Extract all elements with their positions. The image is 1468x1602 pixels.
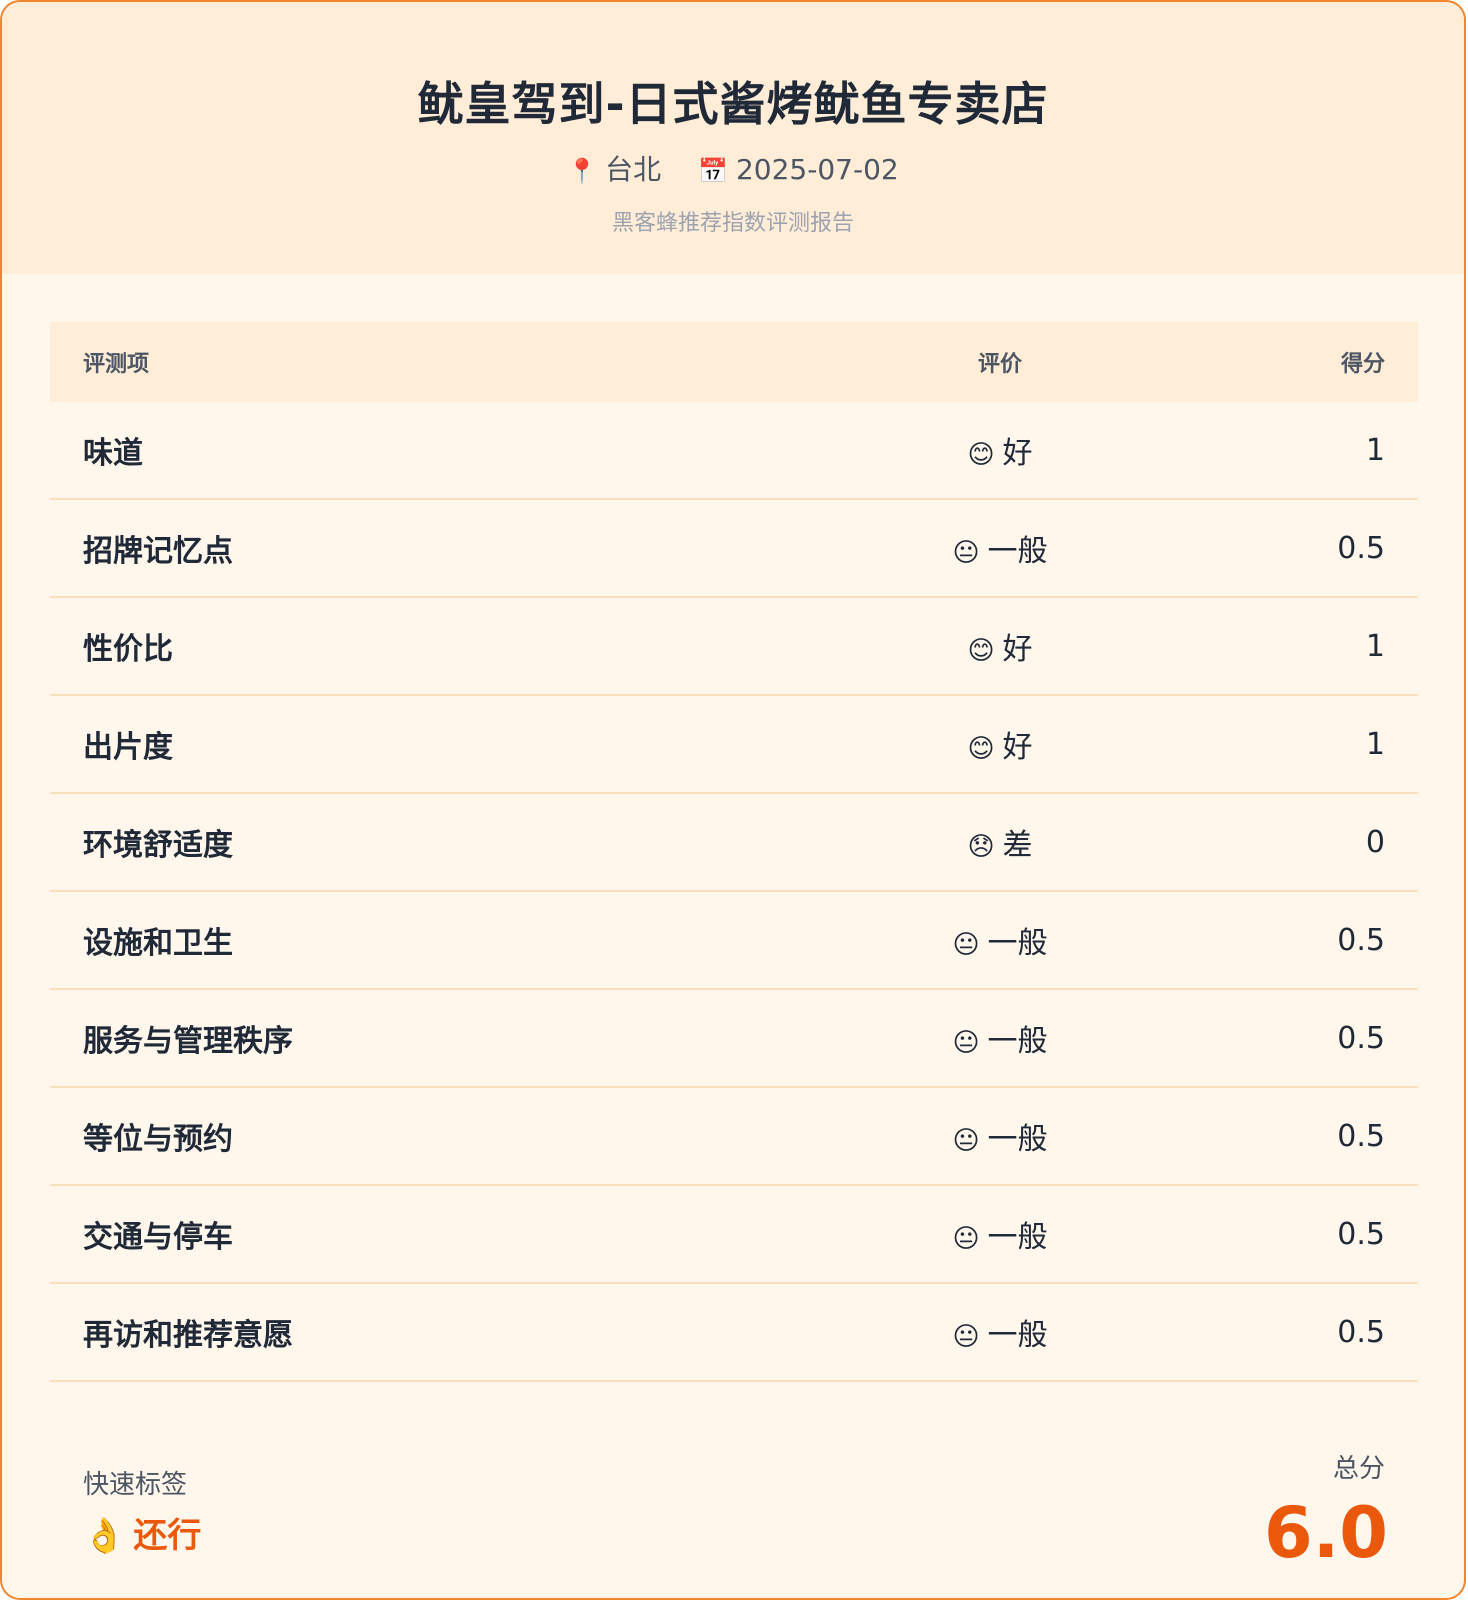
row-item-label: 设施和卫生: [83, 926, 233, 961]
meta-line: 📍 台北 📅 2025-07-02: [2, 152, 1464, 189]
face-emoji-icon: 😐: [952, 1224, 980, 1254]
row-score: 0.5: [1337, 922, 1385, 958]
row-item-label: 味道: [83, 436, 143, 471]
row-rating-text: 好: [1002, 436, 1033, 471]
row-score: 0.5: [1337, 1020, 1385, 1056]
row-rating-text: 一般: [987, 1024, 1048, 1059]
table-header: 评测项 评价 得分: [50, 322, 1418, 402]
row-score: 1: [1365, 628, 1385, 664]
row-score: 1: [1365, 432, 1385, 468]
pin-icon: 📍: [567, 157, 598, 185]
face-emoji-icon: 😊: [967, 440, 995, 470]
table-row: 设施和卫生 😐 一般 0.5: [50, 892, 1418, 990]
row-rating: 😐 一般: [810, 1310, 1190, 1354]
row-item-label: 交通与停车: [83, 1220, 233, 1255]
header-rating: 评价: [977, 352, 1022, 377]
face-emoji-icon: 😊: [967, 636, 995, 666]
row-rating-text: 一般: [987, 534, 1048, 569]
row-item-label: 服务与管理秩序: [83, 1024, 293, 1059]
row-item-label: 等位与预约: [83, 1122, 233, 1157]
summary-footer: 快速标签 👌 还行 总分 6.0: [50, 1432, 1418, 1592]
quick-tag: 👌 还行: [83, 1508, 201, 1557]
table-row: 味道 😊 好 1: [50, 402, 1418, 500]
row-score: 0.5: [1337, 1118, 1385, 1154]
row-rating: 😐 一般: [810, 1114, 1190, 1158]
table-row: 等位与预约 😐 一般 0.5: [50, 1088, 1418, 1186]
row-rating: 😊 好: [810, 624, 1190, 668]
row-rating-text: 一般: [987, 926, 1048, 961]
date: 📅 2025-07-02: [698, 153, 899, 186]
report-header: 鱿皇驾到-日式酱烤鱿鱼专卖店 📍 台北 📅 2025-07-02 黑客蜂推荐指数评测…: [2, 2, 1464, 274]
table-row: 再访和推荐意愿 😐 一般 0.5: [50, 1284, 1418, 1382]
quick-tags-label: 快速标签: [83, 1470, 188, 1500]
table-body: 味道 😊 好 1 招牌记忆点 😐 一般 0.5 性价比 😊 好 1 出片度 😊 好 1 环境舒适度 😞 差 0 设施和卫…: [50, 402, 1418, 1382]
row-item-label: 出片度: [83, 730, 173, 765]
row-item-label: 环境舒适度: [83, 828, 233, 863]
quick-tag-text: 还行: [133, 1516, 202, 1556]
date-text: 2025-07-02: [735, 153, 899, 186]
page-title: 鱿皇驾到-日式酱烤鱿鱼专卖店: [417, 77, 1049, 131]
row-rating: 😐 一般: [810, 1212, 1190, 1256]
header-score: 得分: [1340, 352, 1385, 377]
ok-hand-icon: 👌: [83, 1516, 126, 1556]
face-emoji-icon: 😐: [952, 538, 980, 568]
row-rating: 😐 一般: [810, 1016, 1190, 1060]
table-row: 性价比 😊 好 1: [50, 598, 1418, 696]
row-item-label: 再访和推荐意愿: [83, 1318, 293, 1353]
row-score: 0.5: [1337, 1216, 1385, 1252]
row-rating-text: 一般: [987, 1122, 1048, 1157]
row-rating: 😊 好: [810, 722, 1190, 766]
table-row: 环境舒适度 😞 差 0: [50, 794, 1418, 892]
row-rating: 😞 差: [810, 820, 1190, 864]
row-rating: 😊 好: [810, 428, 1190, 472]
rating-table: 评测项 评价 得分 味道 😊 好 1 招牌记忆点 😐 一般 0.5 性价比 😊 好 1 出片度 😊 好 1 环境…: [50, 322, 1418, 1382]
table-row: 服务与管理秩序 😐 一般 0.5: [50, 990, 1418, 1088]
table-row: 交通与停车 😐 一般 0.5: [50, 1186, 1418, 1284]
row-score: 0.5: [1337, 530, 1385, 566]
total-score-label: 总分: [1332, 1454, 1385, 1484]
row-rating: 😐 一般: [810, 918, 1190, 962]
total-score-value: 6.0: [1263, 1492, 1388, 1574]
face-emoji-icon: 😐: [952, 1126, 980, 1156]
location: 📍 台北: [567, 153, 670, 186]
row-score: 0: [1365, 824, 1385, 860]
table-row: 招牌记忆点 😐 一般 0.5: [50, 500, 1418, 598]
face-emoji-icon: 😐: [952, 930, 980, 960]
face-emoji-icon: 😐: [952, 1322, 980, 1352]
row-rating-text: 差: [1002, 828, 1033, 863]
row-rating-text: 好: [1002, 730, 1033, 765]
table-row: 出片度 😊 好 1: [50, 696, 1418, 794]
report-subtitle: 黑客蜂推荐指数评测报告: [611, 211, 854, 236]
row-item-label: 性价比: [83, 632, 173, 667]
row-score: 0.5: [1337, 1314, 1385, 1350]
face-emoji-icon: 😊: [967, 734, 995, 764]
location-text: 台北: [605, 153, 662, 186]
row-rating: 😐 一般: [810, 526, 1190, 570]
row-score: 1: [1365, 726, 1385, 762]
header-item: 评测项: [83, 352, 150, 377]
row-rating-text: 好: [1002, 632, 1033, 667]
calendar-icon: 📅: [698, 157, 728, 185]
face-emoji-icon: 😞: [967, 832, 995, 862]
row-rating-text: 一般: [987, 1318, 1048, 1353]
row-rating-text: 一般: [987, 1220, 1048, 1255]
row-item-label: 招牌记忆点: [83, 534, 233, 569]
face-emoji-icon: 😐: [952, 1028, 980, 1058]
